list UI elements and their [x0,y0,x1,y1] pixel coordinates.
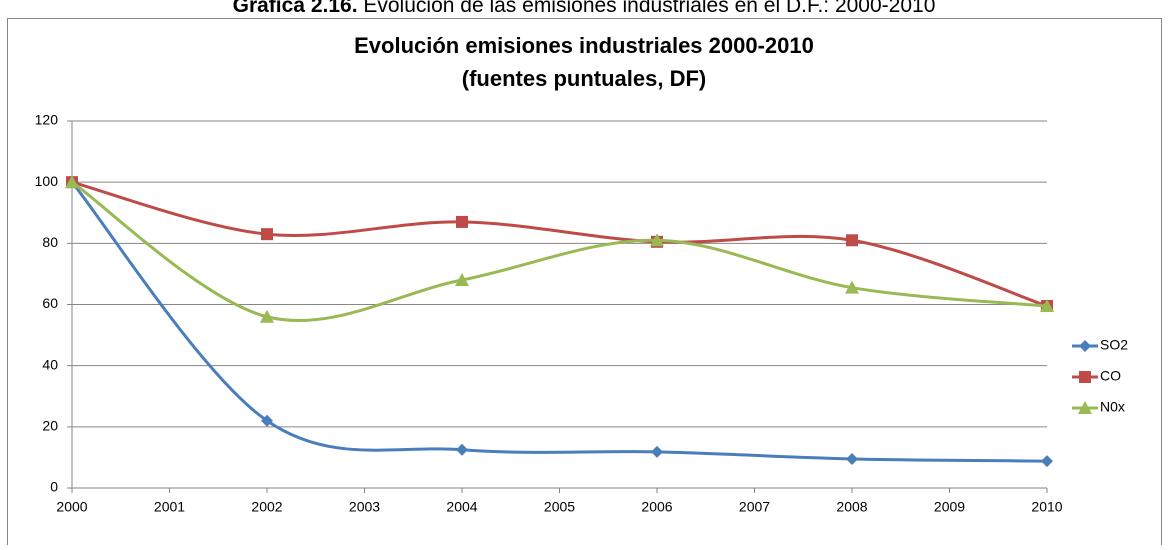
x-tick-label: 2009 [934,499,965,515]
y-tick-label: 120 [35,112,59,128]
marker [456,215,468,228]
series-line [71,180,1048,308]
x-tick-label: 2003 [349,499,380,515]
y-tick-label: 20 [42,418,58,434]
chart-subtitle: (fuentes puntuales, DF) [462,66,706,91]
caption-label: Gráfica 2.16. [233,0,358,17]
marker [846,234,858,247]
marker [1079,371,1091,383]
marker [455,273,469,287]
y-tick-label: 0 [50,479,58,495]
x-tick-label: 2000 [56,499,87,515]
y-tick-label: 60 [42,295,58,311]
marker [456,443,468,456]
marker [260,309,274,323]
marker [1078,401,1092,414]
y-tick-label: 100 [35,173,59,189]
marker [65,175,79,189]
marker [650,233,664,247]
x-tick-label: 2007 [739,499,770,515]
x-tick-label: 2005 [544,499,575,515]
marker [1079,340,1091,352]
caption-text: Evolución de las emisiones industriales … [363,0,935,17]
marker [1041,455,1053,468]
legend-label: N0x [1100,399,1125,415]
marker [845,280,859,294]
series-line [70,181,1048,463]
chart-title: Evolución emisiones industriales 2000-20… [354,33,814,58]
marker [1040,299,1054,313]
marker [261,228,273,241]
marker [846,452,858,465]
y-tick-label: 40 [42,356,58,372]
x-tick-label: 2010 [1031,499,1062,515]
x-tick-label: 2008 [836,499,867,515]
marker [651,445,663,458]
caption: Gráfica 2.16. Evolución de las emisiones… [233,0,936,17]
legend-label: CO [1100,368,1121,384]
legend-label: SO2 [1100,337,1128,353]
x-tick-label: 2001 [154,499,185,515]
series-line [71,180,1048,322]
x-tick-label: 2002 [251,499,282,515]
x-tick-label: 2006 [641,499,672,515]
y-tick-label: 80 [42,234,58,250]
x-tick-label: 2004 [446,499,477,515]
marker [261,414,273,427]
